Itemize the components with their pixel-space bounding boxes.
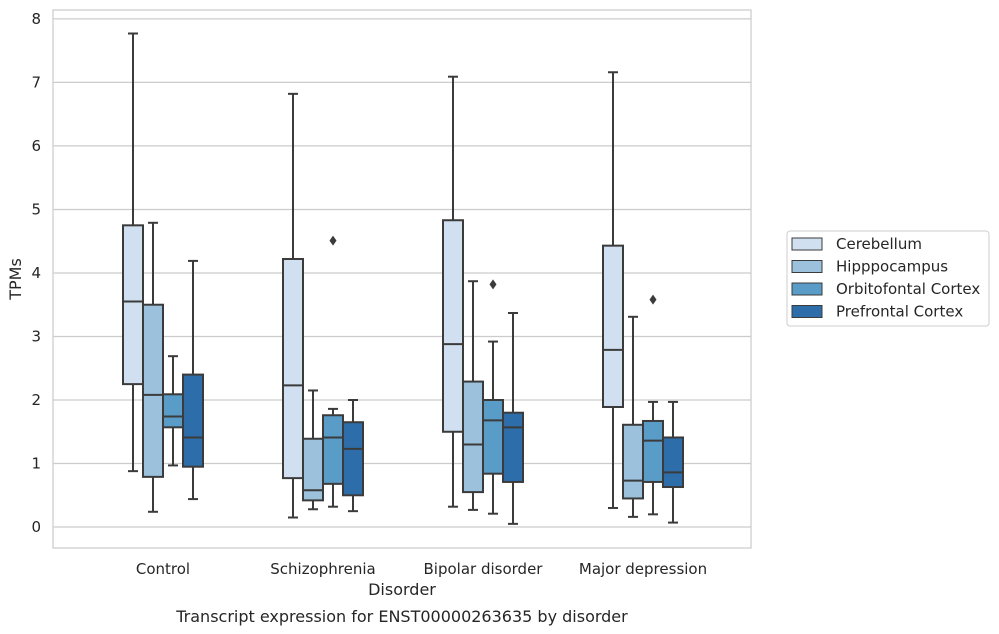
y-tick-label: 2 — [31, 391, 41, 409]
legend-swatch — [791, 237, 823, 251]
legend-label: Prefrontal Cortex — [836, 303, 963, 321]
y-tick-label: 8 — [31, 10, 41, 28]
box-iqr — [282, 257, 304, 480]
y-tick-labels: 0 1 2 3 4 5 6 7 8 — [31, 10, 41, 536]
box-iqr — [502, 411, 524, 483]
x-tick-label: Control — [136, 560, 190, 578]
x-tick-labels: Control Schizophrenia Bipolar disorder Majo… — [136, 560, 707, 578]
box-iqr — [462, 380, 484, 494]
legend: Cerebellum Hipppocampus Orbitofontal Corte… — [786, 230, 990, 327]
y-axis-title: TPMs — [6, 258, 25, 301]
box-cerebellum — [442, 75, 464, 508]
box-iqr — [622, 423, 644, 500]
box-iqr — [142, 303, 164, 478]
box-prefrontal-cortex — [182, 259, 204, 501]
y-tick-label: 0 — [31, 518, 41, 536]
legend-label: Hipppocampus — [836, 258, 948, 276]
y-tick-label: 7 — [31, 73, 41, 91]
x-tick-label: Schizophrenia — [270, 560, 375, 578]
y-tick-label: 1 — [31, 455, 41, 473]
outlier-marker — [489, 279, 497, 290]
boxes — [122, 32, 684, 525]
x-axis-title: Disorder — [368, 580, 436, 599]
box-iqr — [342, 421, 364, 497]
x-tick-label: Bipolar disorder — [424, 560, 544, 578]
legend-swatch — [791, 260, 823, 273]
box-prefrontal-cortex — [342, 399, 364, 513]
box-iqr — [322, 414, 344, 485]
y-tick-label: 3 — [31, 327, 41, 345]
box-iqr — [162, 393, 184, 429]
y-tick-label: 6 — [31, 137, 41, 155]
outlier-marker — [329, 235, 337, 246]
figure-caption: Transcript expression for ENST0000026363… — [175, 607, 628, 626]
box-hipppocampus — [622, 315, 644, 518]
box-prefrontal-cortex — [662, 400, 684, 524]
box-cerebellum — [282, 92, 304, 519]
outlier-marker — [649, 294, 657, 305]
box-hipppocampus — [142, 221, 164, 513]
legend-swatch — [791, 282, 823, 296]
legend-label: Cerebellum — [836, 235, 922, 253]
box-iqr — [482, 399, 504, 475]
box-iqr — [182, 373, 204, 468]
box-iqr — [442, 219, 464, 433]
x-tick-label: Major depression — [579, 560, 707, 578]
box-orbitofontal-cortex — [482, 279, 504, 515]
box-prefrontal-cortex — [502, 311, 524, 525]
box-orbitofontal-cortex — [162, 355, 184, 467]
plot-frame — [52, 9, 752, 549]
y-tick-label: 5 — [31, 200, 41, 218]
box-cerebellum — [602, 71, 624, 509]
box-orbitofontal-cortex — [322, 235, 344, 508]
legend-label: Orbitofontal Cortex — [836, 280, 980, 298]
box-iqr — [602, 244, 624, 408]
legend-swatch — [791, 305, 823, 318]
box-iqr — [642, 419, 664, 483]
legend-frame — [786, 230, 990, 327]
box-iqr — [662, 436, 684, 489]
y-tick-label: 4 — [31, 264, 41, 282]
box-iqr — [122, 224, 144, 386]
